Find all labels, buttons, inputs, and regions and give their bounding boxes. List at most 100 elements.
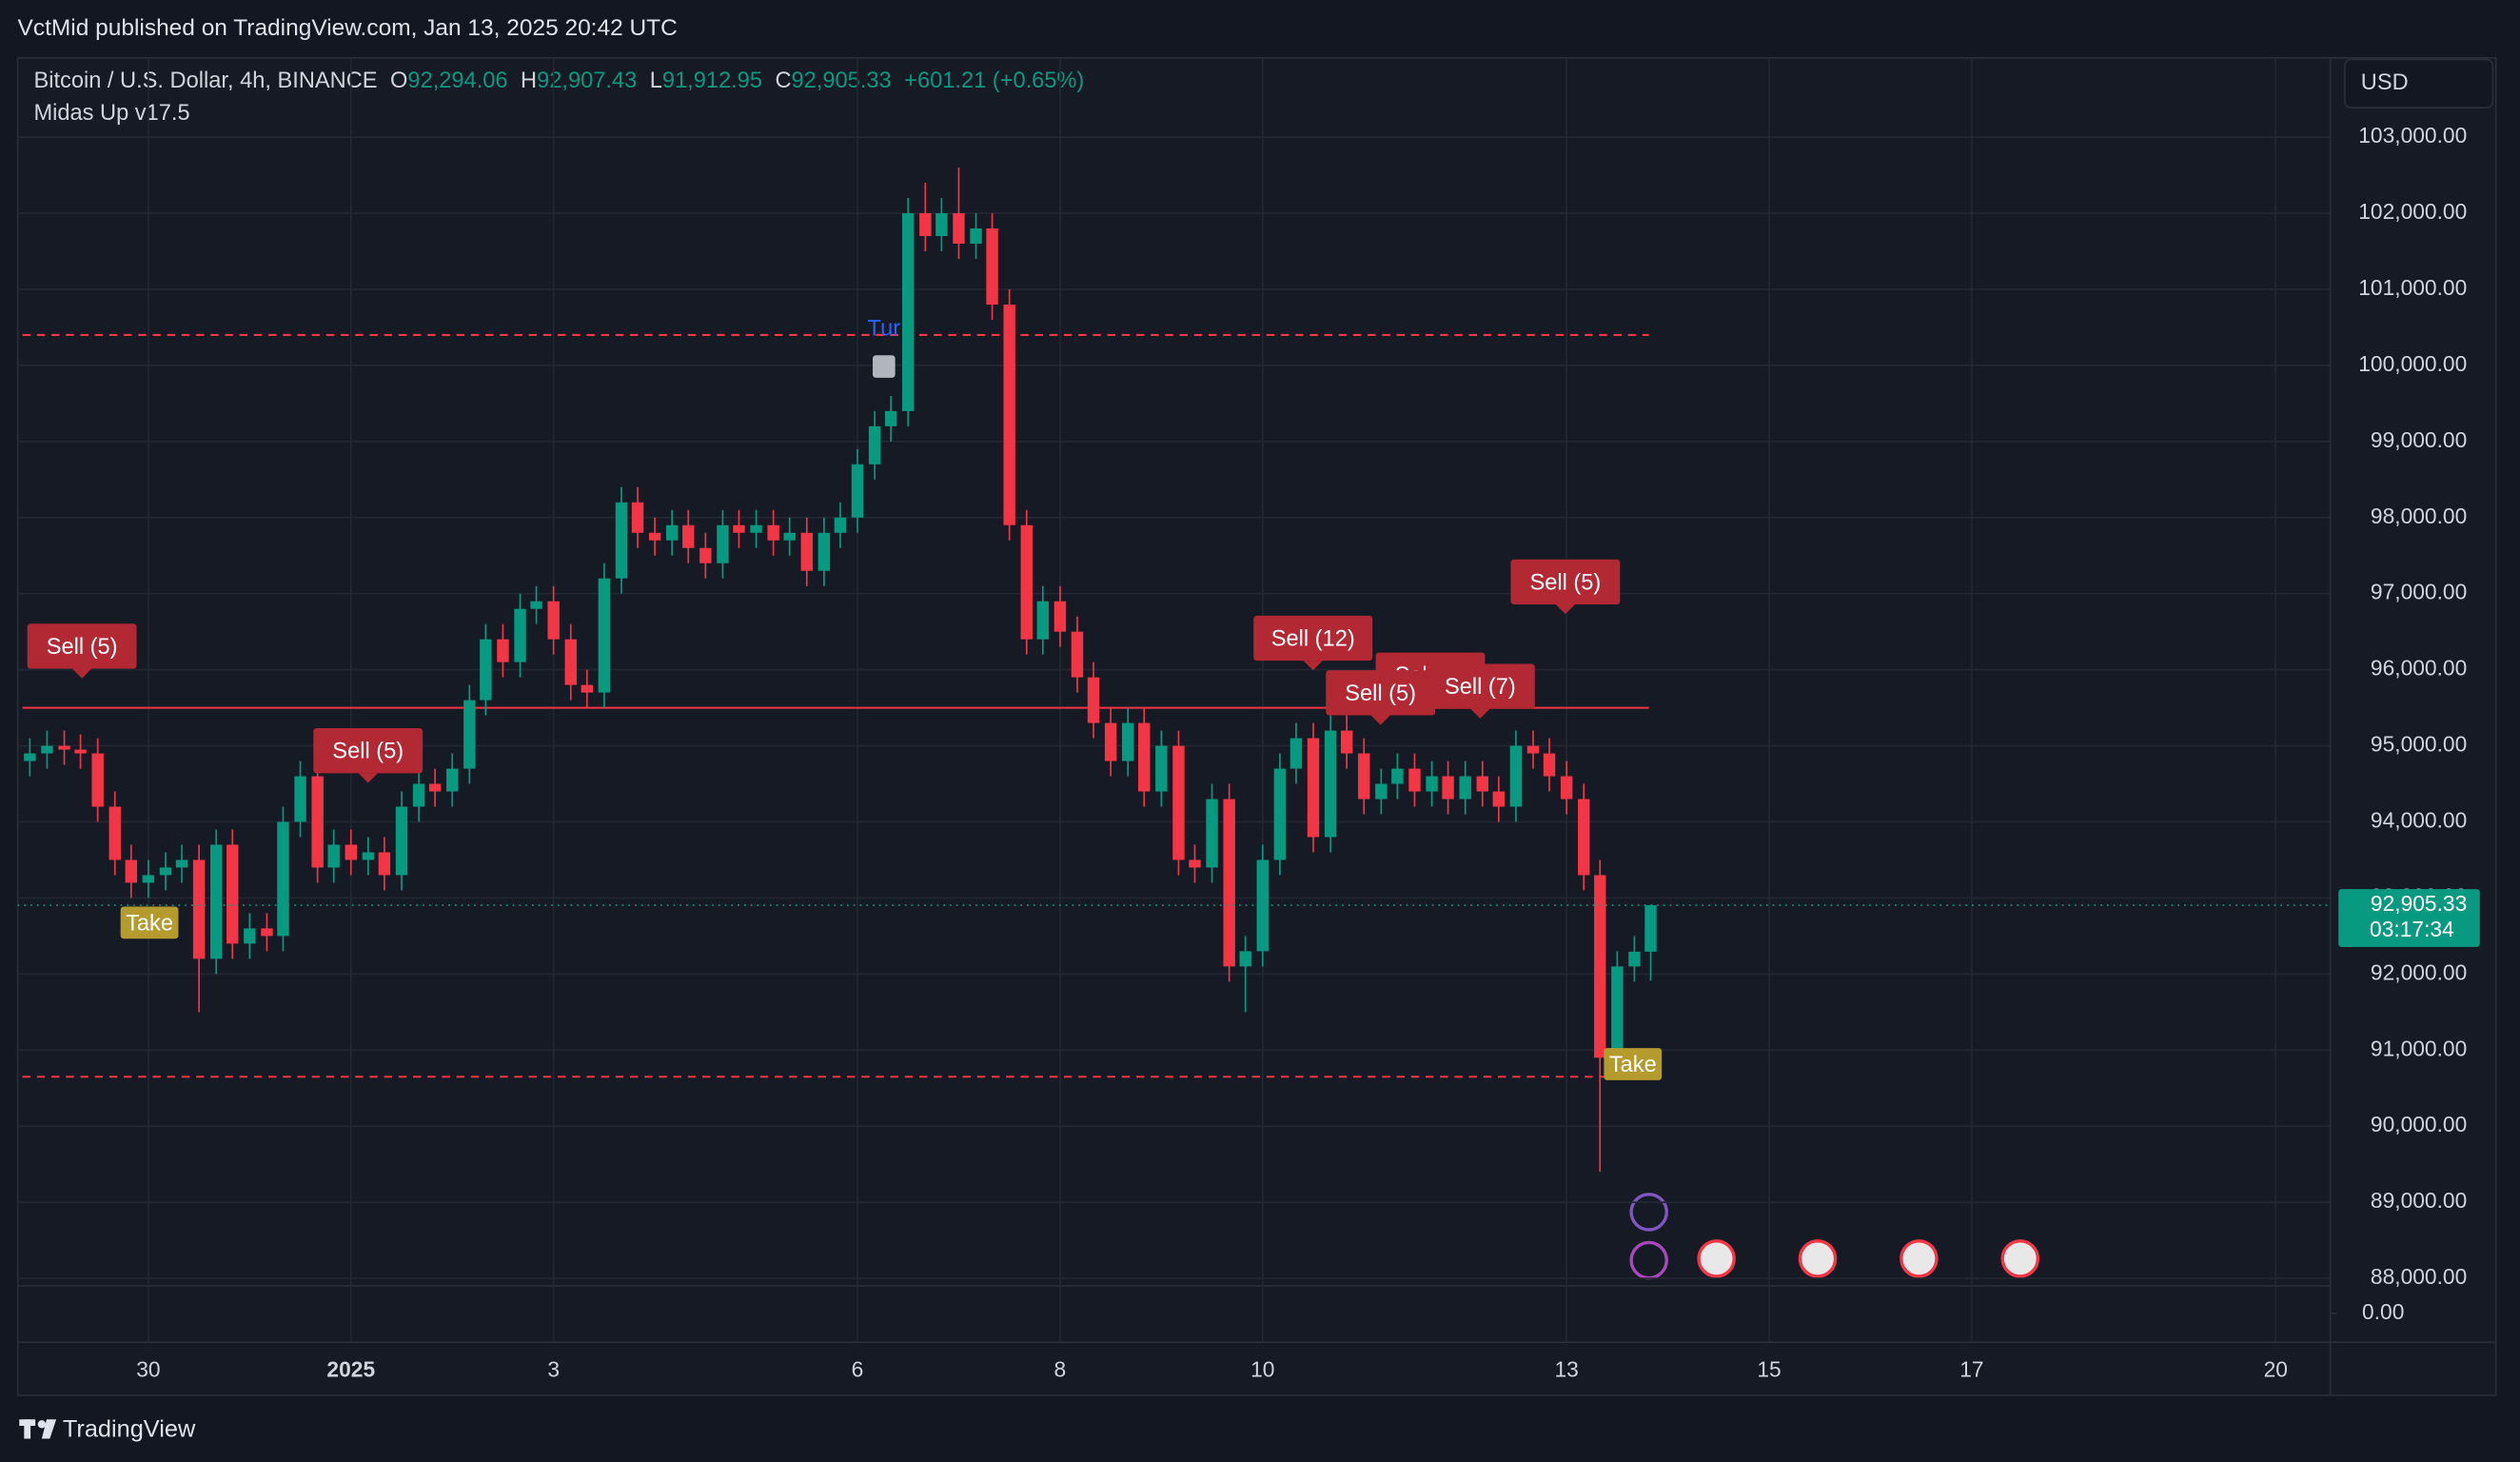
candle-body [1358, 753, 1370, 800]
candle-body [598, 578, 611, 693]
c-label: C [775, 69, 791, 93]
sell-signal-box [1326, 670, 1436, 716]
candle-body [41, 745, 53, 754]
candle-body [1324, 730, 1337, 838]
candle-body [986, 228, 998, 305]
candle-body [1273, 768, 1287, 860]
currency-button[interactable] [2344, 58, 2494, 109]
candle-body [327, 844, 340, 868]
l-value: 91,912.95 [662, 69, 762, 93]
chart-frame [16, 56, 2497, 1396]
candle-body [1087, 677, 1100, 723]
candle-body [1020, 524, 1033, 640]
symbol: Bitcoin / U.S. Dollar, 4h, BINANCE [33, 69, 377, 93]
sell-signal-pointer [71, 668, 92, 679]
candle-body [953, 213, 965, 245]
y-tick-label: 98,000.00 [2371, 504, 2467, 528]
candle-body [970, 228, 982, 245]
candle-body [919, 213, 932, 237]
candle-body [767, 524, 779, 541]
candle-body [699, 547, 712, 563]
take-signal-box [120, 906, 179, 939]
candle-body [1053, 601, 1067, 632]
y-tick-label: 102,000.00 [2358, 199, 2467, 224]
candle-body [783, 532, 796, 541]
x-tick-label: 2025 [326, 1357, 375, 1382]
published-line: VctMid published on TradingView.com, Jan… [18, 15, 678, 41]
y-tick-label: 91,000.00 [2371, 1036, 2467, 1060]
candle-body [530, 601, 542, 609]
candle-body [1391, 768, 1404, 784]
candle-body [244, 928, 256, 944]
candle-body [547, 601, 560, 640]
candle-body [717, 524, 729, 563]
sell-signal: Sell (12) [1271, 626, 1355, 651]
candle-body [463, 700, 476, 769]
candle-body [91, 753, 104, 807]
candle-body [1071, 631, 1084, 678]
change: +601.21 (+0.65%) [904, 69, 1084, 93]
candle-body [1628, 951, 1641, 967]
x-tick-label: 13 [1554, 1357, 1578, 1382]
candle-body [1578, 799, 1590, 876]
y-tick-label: 99,000.00 [2371, 427, 2467, 452]
c-value: 92,905.33 [792, 69, 892, 93]
candle-body [514, 608, 526, 662]
candle-body [108, 806, 121, 860]
candle-body [902, 213, 915, 411]
candle-body [1155, 745, 1168, 792]
last-price-box [2338, 889, 2480, 947]
y-tick-label: 89,000.00 [2371, 1188, 2467, 1213]
candle-body [733, 524, 745, 533]
sell-signal-pointer [1470, 708, 1490, 719]
candle-body [1223, 799, 1235, 967]
candle-body [666, 524, 679, 541]
indicator-name: Midas Up v17.5 [33, 101, 189, 126]
x-tick-label: 8 [1054, 1357, 1067, 1382]
y-tick-label: 94,000.00 [2371, 808, 2467, 833]
y-tick-label: 95,000.00 [2371, 732, 2467, 757]
candle-body [1459, 776, 1471, 800]
y-tick-label: 88,000.00 [2371, 1264, 2467, 1289]
candle-body [74, 749, 87, 754]
candle-body [615, 502, 628, 579]
sell-signal-pointer [1303, 661, 1323, 671]
candle-body [1408, 768, 1421, 792]
o-label: O [390, 69, 407, 93]
candle-body [1036, 601, 1050, 640]
take-signal: Take [1609, 1053, 1657, 1077]
y-tick-label: 92,000.00 [2371, 959, 2467, 984]
x-tick-label: 17 [1959, 1357, 1983, 1382]
sell-signal: Sell (5) [47, 635, 118, 660]
y-tick-label: 100,000.00 [2358, 351, 2467, 376]
brand: TradingView [63, 1416, 196, 1443]
candle-body [1375, 783, 1388, 800]
sell-signal-pointer [358, 773, 378, 783]
candle-body [159, 867, 172, 876]
sell-signal: Sell (5) [332, 740, 404, 764]
sell-signal-box [313, 728, 423, 774]
x-tick-label: 3 [547, 1357, 560, 1382]
x-tick-label: 30 [136, 1357, 160, 1382]
candle-body [1442, 776, 1454, 800]
y-tick-label: 96,000.00 [2371, 656, 2467, 681]
candle-body [1543, 753, 1556, 777]
x-tick-label: 15 [1757, 1357, 1781, 1382]
candle-body [428, 783, 442, 792]
candle-body [261, 928, 273, 937]
currency[interactable]: USD [2361, 70, 2409, 95]
h-value: 92,907.43 [537, 69, 637, 93]
candle-body [412, 783, 425, 807]
candle-body [1122, 722, 1134, 761]
candle-body [192, 859, 206, 959]
candle-body [1307, 738, 1320, 838]
sell-signal-box [1425, 663, 1535, 709]
candle-body [1526, 745, 1540, 754]
h-label: H [521, 69, 537, 93]
y-tick-label: 90,000.00 [2371, 1112, 2467, 1136]
candle-body [935, 213, 948, 237]
candle-body [1206, 799, 1218, 868]
o-value: 92,294.06 [407, 69, 507, 93]
candle-body [294, 776, 306, 822]
